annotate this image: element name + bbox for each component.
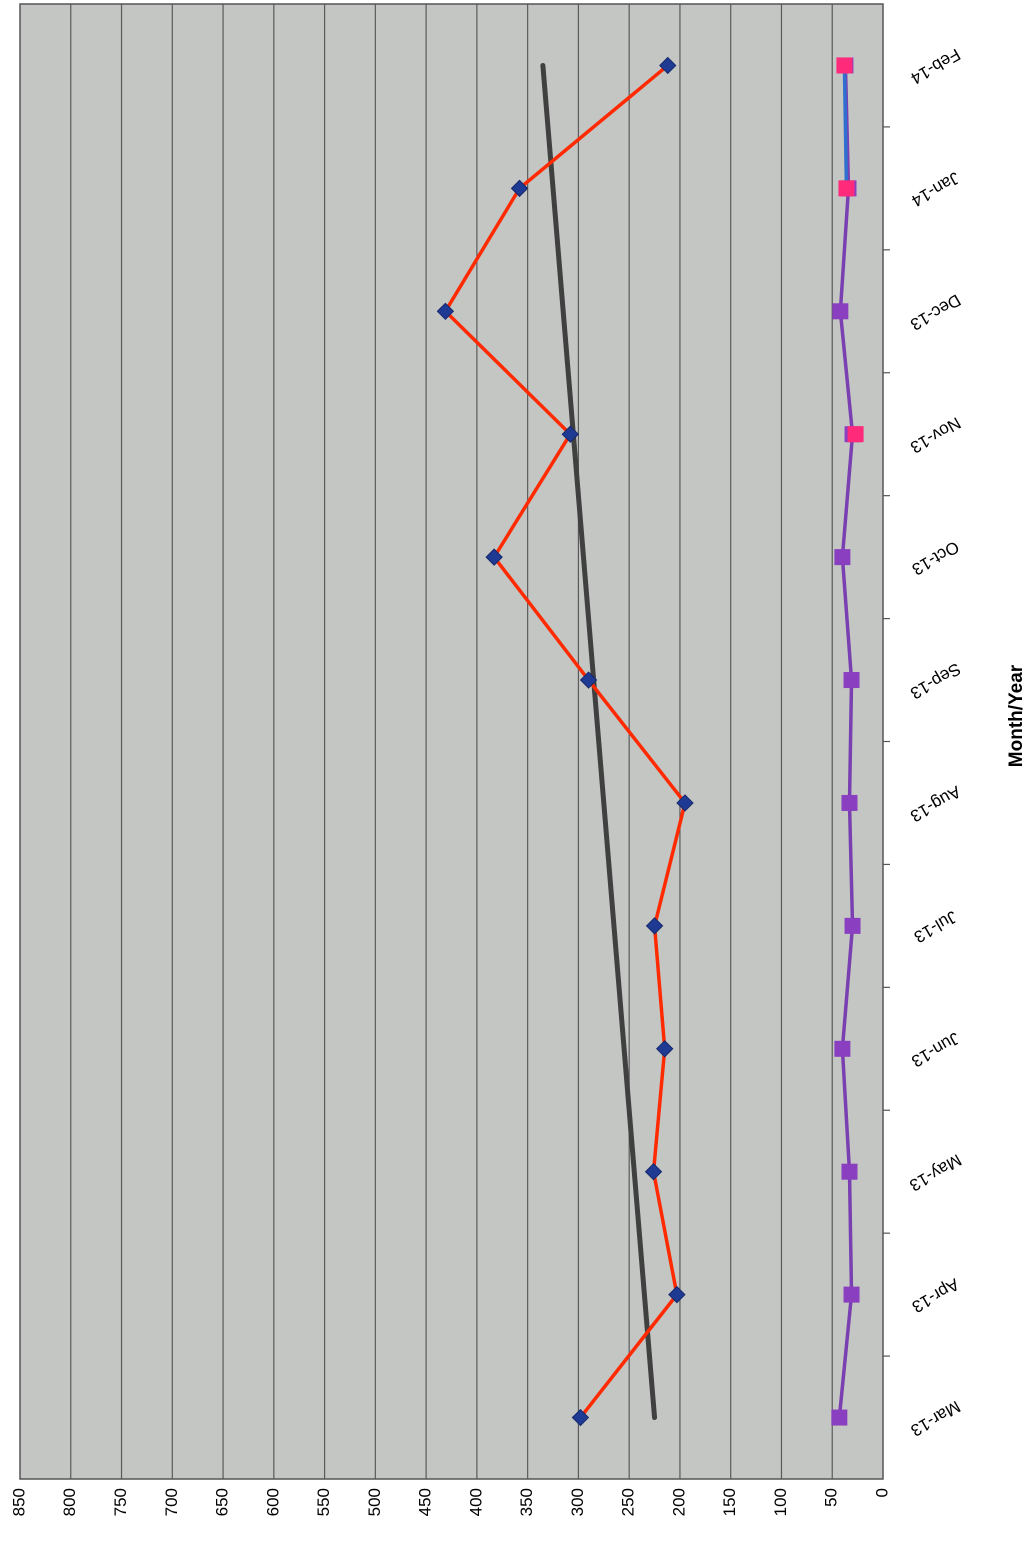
value-tick-label: 700 (162, 1488, 181, 1516)
data-point (676, 794, 694, 812)
value-tick-label: 650 (213, 1488, 232, 1516)
category-tick-label: Jul-13 (911, 907, 961, 947)
value-tick-label: 750 (111, 1488, 130, 1516)
value-tick-label: 300 (568, 1488, 587, 1516)
data-point (834, 1040, 851, 1057)
category-tick-label: Jun-13 (908, 1028, 963, 1070)
value-tick-label: 50 (822, 1488, 841, 1507)
data-point (843, 672, 860, 689)
series-line (443, 64, 687, 1419)
series-1 (540, 62, 658, 1421)
category-tick-label: Apr-13 (909, 1275, 963, 1317)
value-tick-label: 0 (872, 1488, 891, 1497)
series-line (837, 65, 855, 1418)
value-tick-label: 400 (466, 1488, 485, 1516)
series-line (842, 65, 849, 189)
value-tick-label: 550 (314, 1488, 333, 1516)
data-point (844, 917, 861, 934)
value-tick-label: 800 (60, 1488, 79, 1516)
gridlines (70, 4, 833, 1479)
data-point (571, 1408, 590, 1427)
category-tick-label: Feb-14 (907, 45, 963, 88)
series-0 (436, 56, 694, 1427)
data-point (579, 671, 598, 689)
data-point (561, 425, 579, 443)
category-tick-marks (883, 126, 890, 1357)
plot-area (20, 4, 883, 1479)
value-axis-labels: 0 50 100 150 200 250 300 350 400 450 500 550 600 650 7… (9, 1488, 891, 1516)
category-tick-label: Sep-13 (907, 659, 964, 703)
data-point (841, 1163, 858, 1180)
data-point (832, 303, 849, 320)
data-point (847, 426, 864, 443)
data-point (836, 57, 853, 74)
data-point (831, 1409, 848, 1426)
data-point (668, 1285, 686, 1304)
category-tick-label: Jan-14 (908, 168, 963, 210)
value-tick-label: 200 (669, 1488, 688, 1516)
data-point (644, 1163, 663, 1181)
plot-border (19, 3, 884, 1480)
series-layer (436, 56, 864, 1427)
data-point (841, 794, 858, 811)
value-tick-label: 150 (720, 1488, 739, 1516)
data-point (645, 917, 664, 935)
data-point (659, 56, 677, 75)
trend-line (540, 62, 658, 1421)
data-point (843, 1286, 860, 1303)
value-tick-label: 850 (9, 1488, 28, 1516)
value-tick-label: 500 (365, 1488, 384, 1516)
category-tick-label: Nov-13 (907, 413, 964, 457)
data-point (838, 180, 855, 197)
value-tick-label: 250 (619, 1488, 638, 1516)
category-tick-label: Aug-13 (907, 782, 964, 826)
data-point (436, 302, 455, 320)
value-tick-label: 350 (517, 1488, 536, 1516)
category-axis-labels: Mar-13 Apr-13 May-13 Jun-13 Jul-13 Aug-13 Sep-… (906, 45, 965, 1440)
category-tick-label: May-13 (906, 1150, 965, 1195)
category-tick-label: Oct-13 (909, 537, 963, 579)
value-tick-label: 450 (416, 1488, 435, 1516)
category-tick-label: Dec-13 (907, 290, 964, 334)
x-axis-title: Month/Year (1006, 664, 1027, 767)
value-tick-label: 100 (771, 1488, 790, 1516)
data-point (510, 179, 529, 198)
series-3 (836, 57, 864, 443)
data-point (834, 549, 851, 566)
data-point (656, 1040, 674, 1058)
category-tick-label: Mar-13 (907, 1397, 963, 1440)
value-tick-label: 600 (263, 1488, 282, 1516)
data-point (485, 548, 503, 566)
